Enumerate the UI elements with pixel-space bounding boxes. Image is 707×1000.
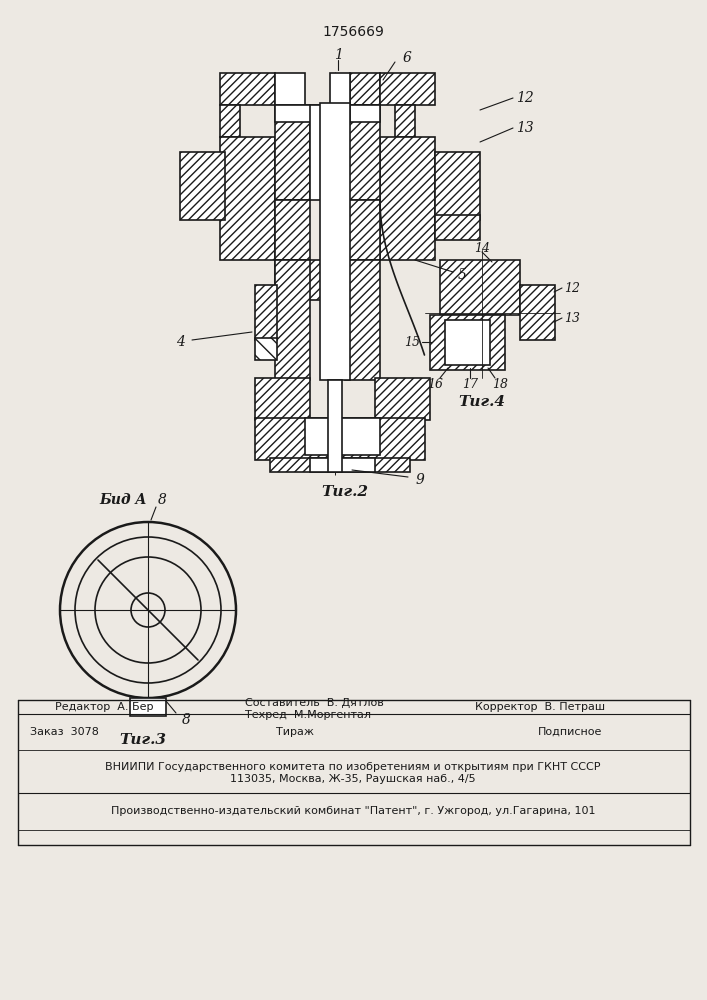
Text: Τиг.4: Τиг.4 [459, 395, 506, 409]
Polygon shape [350, 105, 380, 122]
Polygon shape [220, 105, 240, 137]
Text: 8: 8 [158, 493, 166, 507]
Polygon shape [275, 105, 310, 200]
Polygon shape [275, 260, 330, 300]
Text: 1: 1 [334, 48, 342, 62]
Polygon shape [380, 73, 435, 105]
Polygon shape [375, 378, 430, 420]
Polygon shape [270, 458, 410, 472]
Polygon shape [220, 73, 275, 105]
Text: 12: 12 [516, 91, 534, 105]
Polygon shape [320, 103, 350, 380]
Text: Подписное: Подписное [538, 727, 602, 737]
Polygon shape [275, 105, 330, 122]
Text: 18: 18 [492, 377, 508, 390]
Text: Τиг.3: Τиг.3 [119, 733, 167, 747]
Polygon shape [255, 378, 310, 420]
Polygon shape [345, 105, 380, 200]
Text: Редактор  А. Бер: Редактор А. Бер [55, 702, 153, 712]
Polygon shape [310, 105, 345, 200]
Polygon shape [330, 73, 350, 122]
Polygon shape [435, 215, 480, 240]
Text: 14: 14 [474, 241, 490, 254]
Text: 13: 13 [516, 121, 534, 135]
Text: Составитель  В. Дятлов: Составитель В. Дятлов [245, 698, 384, 708]
Polygon shape [440, 260, 520, 315]
Polygon shape [180, 152, 225, 220]
Text: Производственно-издательский комбинат "Патент", г. Ужгород, ул.Гагарина, 101: Производственно-издательский комбинат "П… [111, 806, 595, 816]
Text: 8: 8 [182, 713, 190, 727]
Text: 15: 15 [404, 336, 420, 349]
Text: Заказ  3078: Заказ 3078 [30, 727, 99, 737]
Polygon shape [275, 200, 310, 260]
Text: 13: 13 [564, 312, 580, 324]
Polygon shape [328, 380, 342, 472]
Text: 1756669: 1756669 [322, 25, 384, 39]
Polygon shape [255, 338, 277, 360]
Polygon shape [445, 320, 490, 365]
Polygon shape [310, 458, 375, 472]
Text: 113035, Москва, Ж-35, Раушская наб., 4/5: 113035, Москва, Ж-35, Раушская наб., 4/5 [230, 774, 476, 784]
Text: 4: 4 [175, 335, 185, 349]
Polygon shape [275, 73, 305, 105]
Polygon shape [350, 73, 380, 105]
Polygon shape [435, 152, 480, 220]
Polygon shape [395, 105, 415, 137]
Polygon shape [305, 418, 380, 455]
Text: Техред  М.Моргентал: Техред М.Моргентал [245, 710, 371, 720]
Polygon shape [275, 260, 310, 380]
Text: 6: 6 [402, 51, 411, 65]
Polygon shape [255, 285, 277, 340]
Text: 17: 17 [462, 377, 478, 390]
Text: 5: 5 [457, 268, 467, 282]
Polygon shape [380, 137, 435, 260]
Text: Корректор  В. Петраш: Корректор В. Петраш [475, 702, 605, 712]
Polygon shape [255, 418, 425, 460]
Polygon shape [345, 200, 380, 260]
Polygon shape [430, 315, 505, 370]
Text: Бид A: Бид A [100, 493, 146, 507]
Polygon shape [130, 698, 166, 716]
Text: ВНИИПИ Государственного комитета по изобретениям и открытиям при ГКНТ СССР: ВНИИПИ Государственного комитета по изоб… [105, 762, 601, 772]
Text: Τиг.2: Τиг.2 [322, 485, 368, 499]
Polygon shape [345, 260, 380, 380]
Text: 12: 12 [564, 282, 580, 294]
Polygon shape [220, 137, 275, 260]
Polygon shape [520, 285, 555, 340]
Text: Тираж: Тираж [276, 727, 314, 737]
Text: 16: 16 [427, 377, 443, 390]
Text: 9: 9 [416, 473, 424, 487]
